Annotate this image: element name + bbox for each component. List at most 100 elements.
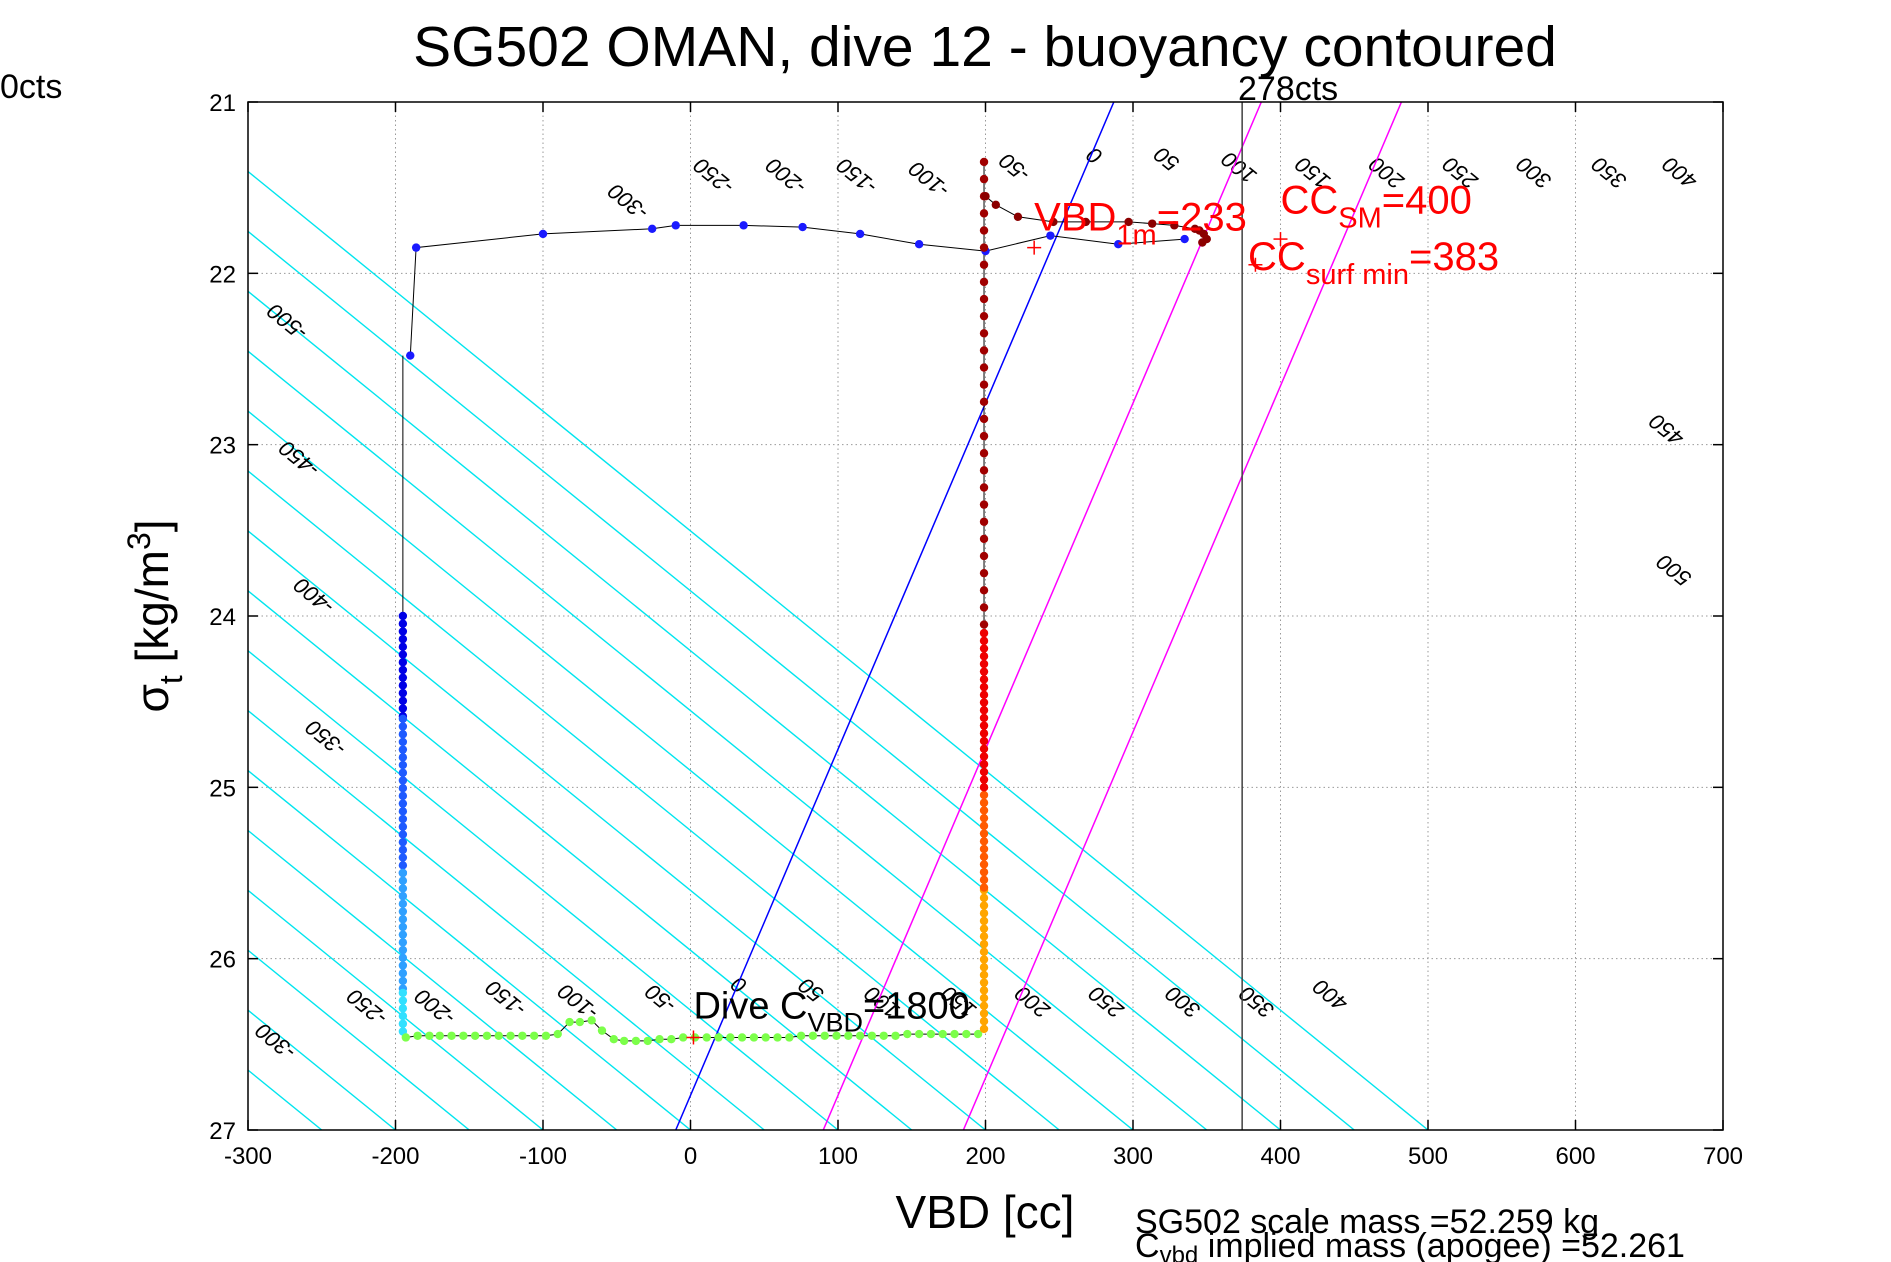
data-point xyxy=(506,1031,515,1040)
data-point xyxy=(749,1033,759,1042)
data-point xyxy=(979,993,989,1003)
data-point xyxy=(914,240,924,249)
y-axis-label-sup: 3 xyxy=(121,532,157,550)
data-point xyxy=(398,673,408,682)
data-point xyxy=(979,932,989,941)
data-point xyxy=(979,837,989,846)
data-point xyxy=(714,1033,723,1042)
buoyancy-contour xyxy=(248,769,691,1130)
data-point xyxy=(979,844,989,854)
data-point xyxy=(979,947,989,957)
data-point xyxy=(398,714,408,723)
data-point xyxy=(914,1029,924,1039)
annotation-main: CC xyxy=(1248,235,1306,279)
data-point xyxy=(398,745,408,754)
data-point xyxy=(979,978,989,987)
x-tick-label: 600 xyxy=(1555,1143,1595,1170)
data-point xyxy=(979,682,989,692)
y-tick-label: 22 xyxy=(209,261,236,288)
x-tick-label: 100 xyxy=(818,1143,858,1170)
annotation-rest: =233 xyxy=(1157,196,1247,240)
annotation-sub: surf min xyxy=(1306,259,1409,291)
y-axis-label-sub: t xyxy=(153,675,189,684)
data-point xyxy=(979,517,989,526)
data-point xyxy=(398,876,408,885)
data-point xyxy=(398,650,408,659)
annotation-sub: 1m xyxy=(1116,220,1156,252)
data-point xyxy=(979,775,989,784)
data-point xyxy=(979,829,989,838)
x-tick-label: 300 xyxy=(1113,1143,1153,1170)
data-point xyxy=(565,1017,574,1027)
data-point xyxy=(647,224,657,233)
data-point xyxy=(979,690,989,700)
data-point xyxy=(459,1031,468,1040)
annotation-sub: VBD xyxy=(807,1008,863,1038)
data-point xyxy=(979,568,989,578)
reference-line-blue xyxy=(675,102,1115,1130)
series-point-layer xyxy=(398,157,1211,1046)
annotation-rest: =383 xyxy=(1409,235,1499,279)
data-point xyxy=(739,221,748,230)
data-point xyxy=(979,644,989,653)
y-tick-label: 25 xyxy=(209,775,236,802)
data-point xyxy=(398,704,408,713)
data-point xyxy=(398,969,408,978)
x-tick-label: -100 xyxy=(519,1143,567,1170)
annotation-main: VBD xyxy=(1034,196,1116,240)
y-axis-label: σt [kg/m3] xyxy=(121,519,189,712)
data-point xyxy=(587,1016,596,1025)
y-tick-label: 21 xyxy=(209,90,236,117)
data-point xyxy=(398,930,408,939)
data-point xyxy=(844,1031,853,1040)
data-point xyxy=(979,586,989,595)
data-point xyxy=(398,722,408,731)
data-point xyxy=(979,431,989,441)
data-point xyxy=(538,229,548,239)
data-point xyxy=(398,642,408,652)
annotation-main: Dive C xyxy=(693,986,807,1028)
data-point xyxy=(979,867,989,877)
data-point xyxy=(398,953,408,963)
data-point xyxy=(979,551,989,561)
x-axis-label: VBD [cc] xyxy=(896,1186,1075,1238)
data-point xyxy=(903,1029,912,1039)
data-point xyxy=(979,1024,989,1034)
buoyancy-contour xyxy=(248,589,913,1130)
data-point xyxy=(398,845,408,855)
data-point xyxy=(979,675,989,684)
buoyancy-contour xyxy=(248,290,1281,1130)
data-point xyxy=(1046,231,1055,240)
data-point xyxy=(979,1001,989,1010)
data-point xyxy=(398,1004,408,1013)
data-point xyxy=(979,901,989,910)
data-point xyxy=(398,891,408,901)
reference-line-magenta-1 xyxy=(822,102,1263,1130)
data-point xyxy=(1081,217,1091,227)
annotation-cc-surf-min: CCsurf min=383 xyxy=(1248,235,1499,291)
axis-tick-layer: -300 -200 -100 0 100 200 300 400 500 600 700 21 22 23… xyxy=(209,90,1743,1170)
data-point xyxy=(798,222,807,232)
footer-scale-mass: SG502 scale mass =52.259 kg xyxy=(1135,1203,1599,1241)
data-point xyxy=(808,1031,818,1040)
data-point xyxy=(726,1033,735,1042)
data-point xyxy=(979,729,989,738)
data-point xyxy=(643,1036,652,1046)
data-point xyxy=(979,783,989,792)
annotation-cc-sm: CCSM=400 xyxy=(1281,178,1472,234)
data-point xyxy=(398,938,408,947)
data-point xyxy=(398,658,408,667)
reference-line-layer xyxy=(675,102,1403,1130)
data-point xyxy=(702,1033,711,1042)
data-point xyxy=(979,449,989,458)
buoyancy-contour xyxy=(248,949,470,1130)
data-point xyxy=(406,351,415,360)
data-point xyxy=(979,790,989,800)
data-point xyxy=(979,157,989,167)
data-point xyxy=(619,1036,629,1046)
data-point xyxy=(413,1031,422,1040)
data-point xyxy=(541,1031,551,1040)
data-point xyxy=(979,380,989,389)
